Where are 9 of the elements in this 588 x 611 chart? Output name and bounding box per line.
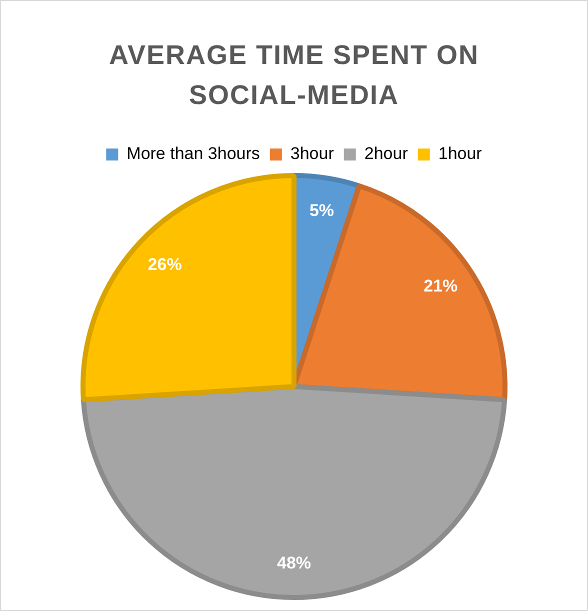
legend-label: 3hour (290, 144, 334, 164)
data-label: 48% (276, 553, 312, 572)
chart-title: AVERAGE TIME SPENT ON SOCIAL-MEDIA (108, 39, 480, 112)
data-label: 5% (309, 201, 334, 220)
legend-label: 2hour (364, 144, 408, 164)
legend-label: More than 3hours (126, 144, 260, 164)
data-label: 21% (424, 276, 458, 296)
data-label: 26% (148, 254, 182, 274)
legend-label: 1hour (438, 144, 482, 164)
